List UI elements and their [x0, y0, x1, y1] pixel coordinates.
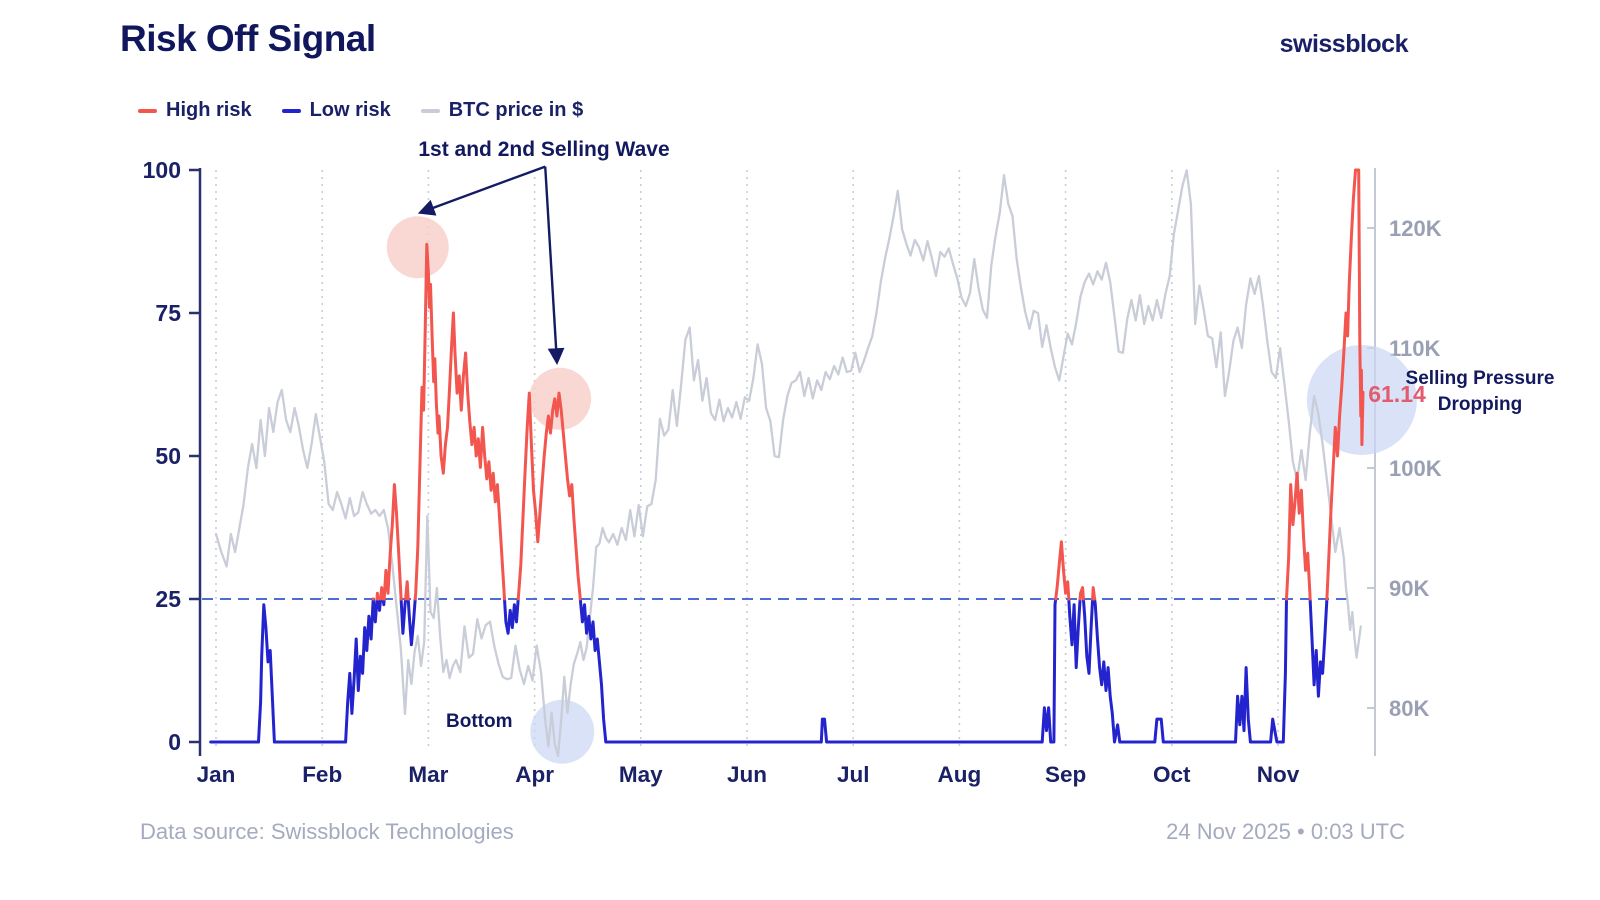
legend-item-btc-price: BTC price in $ — [420, 99, 584, 122]
left-tick-label: 75 — [155, 300, 181, 326]
selling-wave-annotation: 1st and 2nd Selling Wave — [418, 138, 670, 161]
legend-item-high-risk: High risk — [138, 99, 252, 122]
month-label: Sep — [1045, 762, 1086, 787]
month-label: Jan — [197, 762, 236, 787]
legend-label: High risk — [166, 99, 252, 121]
left-tick-label: 50 — [155, 443, 181, 469]
high-risk-line — [371, 168, 1365, 601]
month-label: Feb — [302, 762, 342, 787]
legend-label: Low risk — [309, 99, 391, 121]
right-tick-label: 120K — [1389, 216, 1442, 241]
month-label: Jul — [837, 762, 870, 787]
blue-highlight-circle — [530, 699, 595, 764]
month-label: Apr — [515, 762, 554, 787]
right-tick-label: 110K — [1389, 336, 1440, 361]
right-tick-label: 100K — [1389, 456, 1442, 481]
annotation-arrow — [417, 165, 546, 216]
right-tick-label: 80K — [1389, 696, 1429, 721]
low-risk-dash-icon — [281, 108, 301, 113]
selling-pressure-annotation: Selling Pressure Dropping — [1405, 368, 1555, 415]
high-risk-dash-icon — [138, 108, 157, 113]
pink-highlight-circle — [386, 216, 449, 279]
timestamp: 24 Nov 2025 • 0:03 UTC — [1166, 819, 1405, 844]
btc-price-line — [214, 169, 1362, 758]
page-title: Risk Off Signal — [120, 18, 376, 59]
swissblock-logo: swissblock — [1279, 30, 1409, 58]
left-tick-label: 25 — [155, 586, 181, 612]
right-tick-label: 90K — [1389, 576, 1429, 601]
month-label: Mar — [408, 762, 448, 787]
btc-price-dash-icon — [420, 108, 440, 113]
low-risk-line — [209, 597, 1329, 744]
left-tick-label: 0 — [168, 729, 181, 755]
legend-label: BTC price in $ — [448, 99, 584, 121]
legend-item-low-risk: Low risk — [281, 99, 391, 122]
month-label: Nov — [1257, 762, 1300, 787]
bottom-annotation: Bottom — [446, 711, 513, 732]
month-label: Aug — [938, 762, 982, 787]
left-tick-label: 100 — [143, 157, 181, 183]
annotation-arrow — [544, 166, 565, 365]
month-label: Jun — [727, 762, 767, 787]
current-risk-value: 61.14 — [1368, 381, 1426, 407]
chart-legend: High risk Low risk BTC price in $ — [138, 99, 583, 122]
month-label: May — [619, 762, 663, 787]
data-source-note: Data source: Swissblock Technologies — [140, 819, 514, 844]
month-label: Oct — [1153, 762, 1191, 787]
